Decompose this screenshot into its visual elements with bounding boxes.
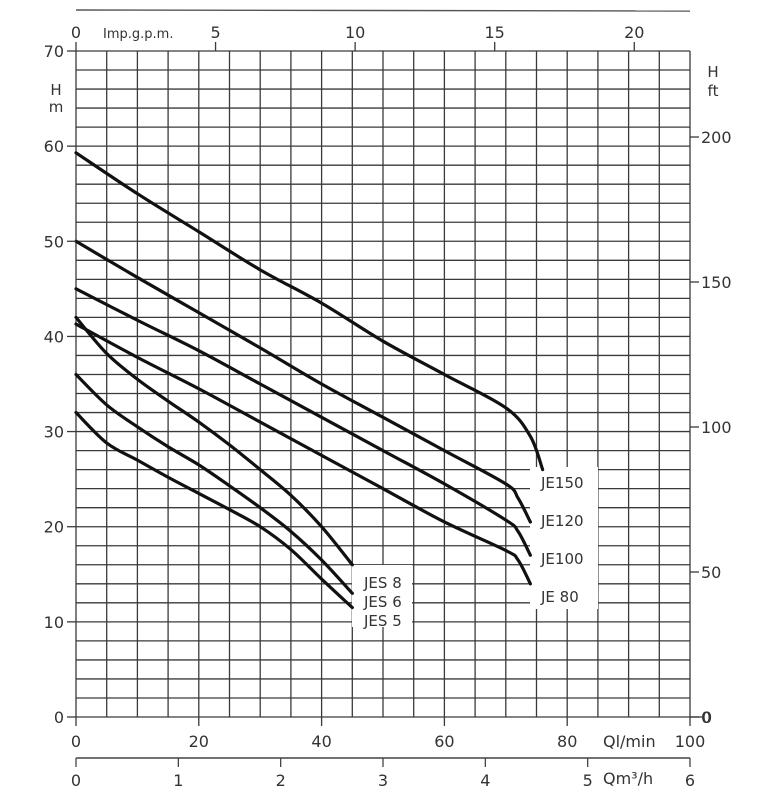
- curve-label: JES 6: [363, 593, 402, 611]
- y-tick-label: 30: [44, 423, 64, 442]
- curve-je120: [74, 239, 532, 524]
- y2-tick-label: 0: [701, 708, 711, 727]
- x-tick-label: 60: [434, 732, 454, 751]
- curve-label: JE120: [540, 512, 584, 530]
- y-tick-label: 50: [44, 232, 64, 251]
- x2-tick-label: 6: [685, 771, 695, 790]
- top-tick-label: 0: [71, 23, 81, 42]
- y-tick-label: 60: [44, 137, 64, 156]
- x-tick-label: 20: [189, 732, 209, 751]
- curve-label: JES 8: [363, 574, 402, 592]
- chart-grid: [75, 50, 691, 718]
- top-tick-label: 15: [485, 23, 505, 42]
- y2-zero-label: 0: [702, 708, 712, 727]
- x-tick-label: 40: [311, 732, 331, 751]
- x2-axis-title: Qm³/h: [603, 769, 653, 788]
- curve-label: JE 80: [540, 588, 579, 606]
- top-tick-label: 5: [210, 23, 220, 42]
- jes-label-box: [352, 565, 412, 627]
- curve-label: JE100: [540, 550, 584, 568]
- curve-je150: [74, 151, 545, 472]
- y2-unit-h: H: [707, 63, 718, 81]
- y-tick-label: 0: [54, 708, 64, 727]
- y-tick-label: 70: [44, 42, 64, 61]
- curve-jes8: [74, 315, 354, 567]
- y-tick-label: 40: [44, 327, 64, 346]
- curve-je80: [74, 322, 532, 586]
- performance-curves: [74, 151, 545, 610]
- y-unit-h: H: [50, 81, 61, 99]
- x-axis-title: Ql/min: [603, 732, 656, 751]
- curve-label: JES 5: [363, 612, 402, 630]
- curve-label: JE150: [540, 474, 584, 492]
- x2-tick-label: 3: [378, 771, 388, 790]
- x2-tick-label: 1: [173, 771, 183, 790]
- y2-unit-ft: ft: [708, 82, 719, 100]
- x2-tick-label: 0: [71, 771, 81, 790]
- x-tick-label: 0: [71, 732, 81, 751]
- x2-tick-label: 5: [583, 771, 593, 790]
- x2-tick-label: 2: [276, 771, 286, 790]
- y2-tick-label: 50: [701, 563, 721, 582]
- x2-tick-label: 4: [480, 771, 490, 790]
- x-tick-label: 100: [675, 732, 706, 751]
- top-tick-label: 20: [624, 23, 644, 42]
- label-backgrounds: [352, 467, 598, 627]
- curve-jes5: [74, 410, 354, 610]
- je-label-box: [530, 467, 598, 609]
- x-tick-label: 80: [557, 732, 577, 751]
- top-axis-title: Imp.g.p.m.: [103, 27, 173, 42]
- curve-je100: [74, 287, 532, 557]
- y2-tick-label: 150: [701, 273, 732, 292]
- y-unit-m: m: [49, 98, 64, 116]
- y2-tick-label: 100: [701, 418, 732, 437]
- curve-jes6: [74, 372, 354, 595]
- top-tick-label: 10: [345, 23, 365, 42]
- y-tick-label: 10: [44, 613, 64, 632]
- y-tick-label: 20: [44, 518, 64, 537]
- y2-tick-label: 200: [701, 128, 732, 147]
